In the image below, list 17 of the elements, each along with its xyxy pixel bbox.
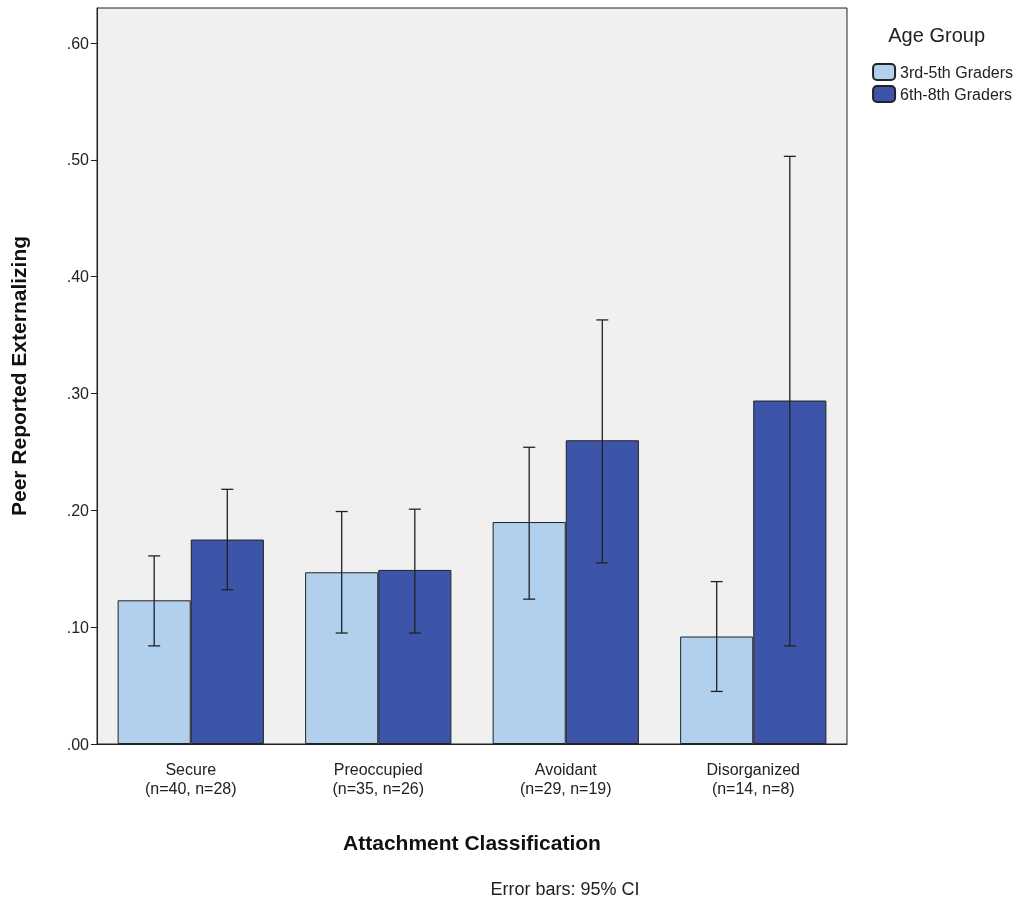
legend-label: 3rd-5th Graders (900, 63, 1013, 81)
x-tick-label: Preoccupied (n=35, n=26) (332, 761, 425, 797)
text: Error bars: 95% CI (490, 879, 640, 899)
y-tick-label: .30 (66, 385, 90, 403)
legend-title: Age Group (888, 24, 986, 46)
y-tick-label: .00 (66, 735, 90, 753)
x-axis-title: Attachment Classification (343, 831, 601, 854)
y-tick-label: .40 (66, 268, 90, 286)
x-tick-label: Secure (n=40, n=28) (144, 761, 237, 797)
x-tick-label: Avoidant (n=29, n=19) (519, 761, 612, 797)
legend-label: 6th-8th Graders (900, 85, 1013, 103)
y-tick-label: .50 (66, 151, 90, 169)
y-axis-title: Peer Reported Externalizing (7, 235, 30, 517)
y-tick-label: .60 (66, 34, 90, 52)
x-tick-label: Disorganized (n=14, n=8) (706, 761, 800, 797)
y-tick-label: .20 (66, 501, 90, 519)
y-tick-label: .10 (66, 618, 90, 636)
